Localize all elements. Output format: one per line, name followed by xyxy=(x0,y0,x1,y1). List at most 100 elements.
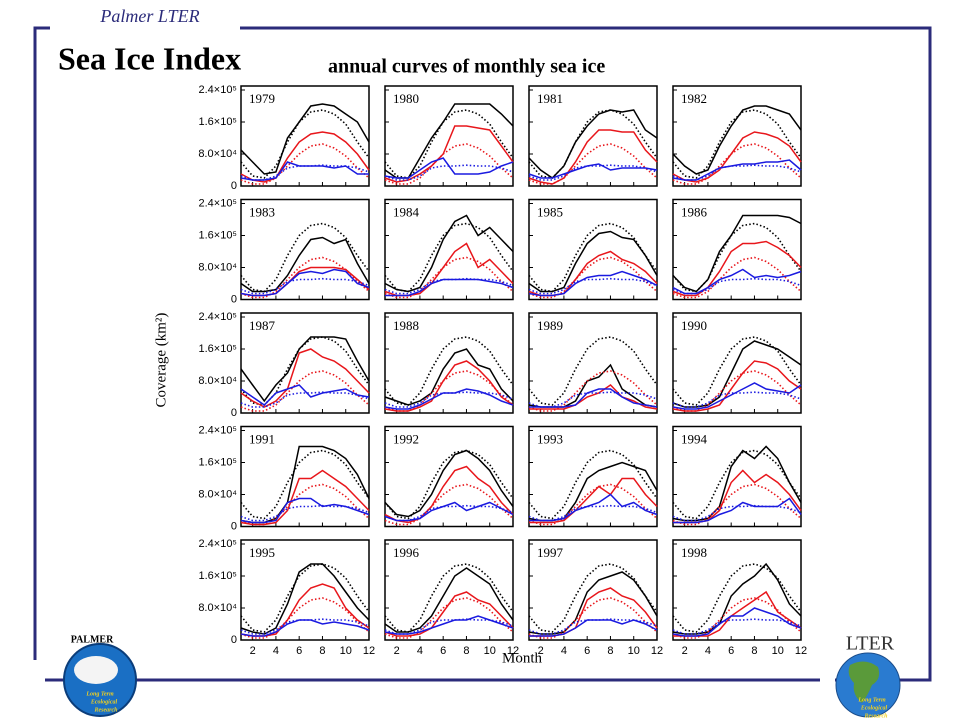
x-tick-label: 12 xyxy=(651,645,663,657)
series-line xyxy=(240,563,370,635)
series-line xyxy=(672,277,802,295)
series-line xyxy=(240,336,370,406)
y-tick-label: 8.0×10⁴ xyxy=(198,148,237,160)
series-line xyxy=(528,270,658,297)
series-line xyxy=(528,336,658,406)
series-line xyxy=(384,360,514,412)
x-tick-label: 4 xyxy=(417,645,423,657)
series-line xyxy=(528,222,658,293)
y-axis-label: Coverage (km²) xyxy=(153,313,169,408)
series-line xyxy=(384,591,514,637)
panel-title: 1992 xyxy=(393,431,419,446)
panel-frame xyxy=(240,425,370,528)
panel-title: 1990 xyxy=(681,318,707,333)
series-line xyxy=(384,615,514,635)
series-line xyxy=(672,382,802,410)
x-tick-label: 2 xyxy=(394,645,400,657)
panel-title: 1983 xyxy=(249,204,275,219)
logo-text: Ecological xyxy=(90,699,118,705)
panel-title: 1979 xyxy=(249,91,275,106)
y-tick-label: 1.6×10⁵ xyxy=(198,343,237,355)
brand: Palmer LTER xyxy=(99,6,199,26)
series-line xyxy=(240,131,370,183)
x-tick-label: 8 xyxy=(463,645,469,657)
y-tick-label: 2.4×10⁵ xyxy=(198,84,237,96)
series-line xyxy=(672,336,802,406)
logo-text: Ecological xyxy=(860,705,888,711)
panel-title: 1993 xyxy=(537,431,563,446)
y-tick-label: 2.4×10⁵ xyxy=(198,197,237,209)
series-line xyxy=(240,277,370,295)
panel-frame xyxy=(528,312,658,414)
series-line xyxy=(528,109,658,179)
series-line xyxy=(384,618,514,635)
series-line xyxy=(529,384,658,410)
series-line xyxy=(529,493,658,522)
series-line xyxy=(672,164,802,181)
x-tick-label: 6 xyxy=(584,645,590,657)
panel-frame xyxy=(240,198,370,301)
x-tick-label: 4 xyxy=(561,645,567,657)
series-line xyxy=(384,348,514,406)
series-line xyxy=(528,230,658,293)
series-line xyxy=(240,268,370,297)
panel-title: 1985 xyxy=(537,204,563,219)
series-line xyxy=(240,103,370,175)
x-tick-label: 10 xyxy=(484,645,496,657)
series-line xyxy=(672,240,802,297)
panel-title: 1980 xyxy=(393,91,419,106)
series-line xyxy=(672,105,802,175)
series-line xyxy=(529,388,658,408)
series-line xyxy=(384,449,514,518)
series-line xyxy=(240,109,370,179)
panel-title: 1986 xyxy=(681,204,708,219)
x-tick-label: 2 xyxy=(682,645,688,657)
x-axis-label: Month xyxy=(502,650,543,666)
y-tick-label: 0 xyxy=(231,180,237,192)
y-tick-label: 0 xyxy=(231,520,237,532)
series-line xyxy=(672,618,802,635)
series-line xyxy=(528,129,658,185)
y-tick-label: 0 xyxy=(231,293,237,305)
series-line xyxy=(672,109,802,179)
frame-line xyxy=(33,26,50,660)
logo-text: Long Term xyxy=(85,691,114,697)
panel-title: 1988 xyxy=(393,318,419,333)
logo-text: Research xyxy=(864,713,889,719)
x-tick-label: 2 xyxy=(250,645,256,657)
panels: 0 8.0×10⁴ 1.6×10⁵ 2.4×10⁵ 1979 1980 1981 1982 0 8… xyxy=(198,84,807,657)
series-line xyxy=(528,277,658,295)
x-tick-label: 8 xyxy=(607,645,613,657)
y-tick-label: 8.0×10⁴ xyxy=(198,488,237,500)
logo-continent xyxy=(74,656,118,684)
panel-frame xyxy=(672,312,802,414)
panel-title: 1984 xyxy=(393,204,420,219)
panel-title: 1981 xyxy=(537,91,563,106)
series-line xyxy=(529,477,658,524)
panel-frame xyxy=(384,85,514,187)
series-line xyxy=(240,618,370,635)
panel-frame xyxy=(384,198,514,301)
panel-frame xyxy=(528,198,658,301)
series-line xyxy=(240,222,370,293)
x-tick-label: 6 xyxy=(296,645,302,657)
y-tick-label: 1.6×10⁵ xyxy=(198,456,237,468)
x-tick-label: 6 xyxy=(440,645,446,657)
series-line xyxy=(384,391,514,408)
series-line xyxy=(528,618,658,635)
series-line xyxy=(672,131,802,183)
series-line xyxy=(384,336,514,406)
x-tick-label: 12 xyxy=(507,645,519,657)
series-line xyxy=(672,340,802,408)
series-line xyxy=(240,236,370,293)
series-line xyxy=(384,125,514,183)
panel-frame xyxy=(384,539,514,641)
y-tick-label: 8.0×10⁴ xyxy=(198,261,237,273)
series-line xyxy=(384,567,514,633)
series-line xyxy=(384,164,514,181)
panel-frame xyxy=(672,85,802,187)
series-line xyxy=(384,465,514,524)
series-line xyxy=(240,391,370,408)
